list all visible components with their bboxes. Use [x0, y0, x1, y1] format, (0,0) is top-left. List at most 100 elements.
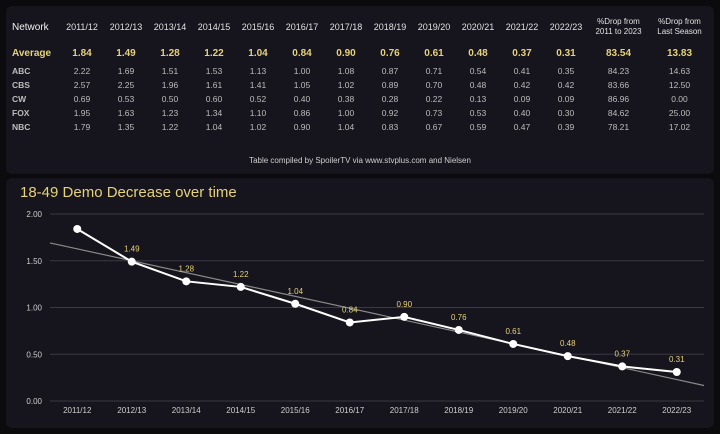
rating-cell: 1.13	[249, 66, 267, 76]
data-point	[454, 325, 463, 334]
data-point	[672, 368, 681, 377]
rating-cell: 1.08	[337, 66, 355, 76]
pct-drop-cell: 83.66	[607, 80, 630, 90]
pct-drop-cell: 13.83	[666, 47, 693, 59]
rating-cell: 0.39	[557, 122, 575, 132]
data-label: 0.84	[342, 305, 358, 314]
data-label: 0.48	[560, 339, 576, 348]
pct-header-line: %Drop from	[597, 17, 640, 26]
rating-cell: 0.22	[425, 94, 443, 104]
data-point	[73, 224, 82, 233]
x-tick-label: 2015/16	[281, 406, 310, 415]
data-point	[618, 362, 627, 371]
rating-cell: 1.79	[73, 122, 91, 132]
season-column-header: 2021/22	[505, 22, 539, 32]
rating-cell: 0.83	[381, 122, 399, 132]
data-point	[563, 352, 572, 361]
chart-panel: 18-49 Demo Decrease over time 0.00 0.50 1.…	[6, 178, 714, 428]
data-label: 0.37	[614, 349, 630, 358]
table-header-row: Network 2011/12 2012/13 2013/14 2014/15 2015…	[10, 12, 710, 42]
data-label: 0.31	[669, 355, 685, 364]
rating-cell: 0.54	[469, 66, 487, 76]
rating-cell: 0.38	[337, 94, 355, 104]
rating-cell: 1.00	[337, 108, 355, 118]
rating-cell: 0.92	[381, 108, 399, 118]
pct-drop-cell: 17.02	[668, 122, 691, 132]
rating-cell: 0.28	[381, 94, 399, 104]
x-tick-label: 2022/23	[662, 406, 691, 415]
x-tick-label: 2014/15	[226, 406, 255, 415]
season-column-header: 2013/14	[153, 22, 187, 32]
network-column-header: Network	[12, 21, 49, 33]
chart-title: 18-49 Demo Decrease over time	[20, 184, 237, 201]
y-tick-label: 2.00	[26, 210, 42, 219]
x-tick-label: 2019/20	[499, 406, 528, 415]
rating-cell: 1.41	[249, 80, 267, 90]
rating-cell: 1.53	[205, 66, 223, 76]
rating-cell: 1.63	[117, 108, 135, 118]
rating-cell: 1.10	[249, 108, 267, 118]
rating-cell: 2.25	[117, 80, 135, 90]
rating-cell: 0.48	[468, 47, 488, 59]
ratings-table: Network 2011/12 2012/13 2013/14 2014/15 2015…	[10, 12, 710, 134]
network-name-cell: Average	[12, 47, 52, 59]
data-label: 1.22	[233, 270, 249, 279]
x-tick-label: 2012/13	[117, 406, 146, 415]
rating-cell: 0.89	[381, 80, 399, 90]
rating-cell: 0.47	[513, 122, 531, 132]
y-tick-label: 1.00	[26, 304, 42, 313]
rating-cell: 0.41	[513, 66, 531, 76]
y-tick-label: 0.00	[26, 397, 42, 406]
pct-drop-2011-2023-header: %Drop from 2011 to 2023	[588, 12, 649, 42]
data-label: 0.76	[451, 313, 467, 322]
rating-cell: 1.00	[293, 66, 311, 76]
x-tick-label: 2020/21	[553, 406, 582, 415]
season-column-header: 2020/21	[461, 22, 495, 32]
pct-header-line: Last Season	[657, 27, 702, 36]
rating-cell: 1.96	[161, 80, 179, 90]
rating-cell: 1.34	[205, 108, 223, 118]
data-point	[182, 277, 191, 286]
pct-drop-cell: 0.00	[671, 94, 688, 104]
rating-cell: 1.49	[116, 47, 136, 59]
table-credit: Table compiled by SpoilerTV via www.stvp…	[249, 156, 471, 165]
pct-header-line: 2011 to 2023	[595, 27, 642, 36]
rating-cell: 0.37	[512, 47, 532, 59]
data-label: 1.04	[287, 287, 303, 296]
rating-cell: 2.22	[73, 66, 91, 76]
table-row: ABC 2.22 1.69 1.51 1.53 1.13 1.00 1.08 0.87 0.71 0…	[10, 64, 710, 78]
rating-cell: 0.59	[469, 122, 487, 132]
rating-cell: 0.73	[425, 108, 443, 118]
rating-cell: 0.60	[205, 94, 223, 104]
table-row: CW 0.69 0.53 0.50 0.60 0.52 0.40 0.38 0.28 0.22 0.…	[10, 92, 710, 106]
network-name-cell: CW	[12, 94, 27, 104]
rating-cell: 1.02	[249, 122, 267, 132]
season-column-header: 2016/17	[285, 22, 319, 32]
ratings-table-panel: Network 2011/12 2012/13 2013/14 2014/15 2015…	[6, 6, 714, 174]
demo-line-chart: 0.00 0.50 1.00 1.50 2.00 2011/12 2012/13 2013/1…	[26, 210, 705, 415]
data-label: 0.61	[505, 327, 521, 336]
rating-cell: 0.90	[293, 122, 311, 132]
rating-cell: 0.42	[557, 80, 575, 90]
pct-header-line: %Drop from	[658, 17, 701, 26]
rating-cell: 1.95	[73, 108, 91, 118]
season-column-header: 2015/16	[241, 22, 275, 32]
rating-cell: 0.40	[293, 94, 311, 104]
season-column-header: 2017/18	[329, 22, 363, 32]
network-name-cell: NBC	[12, 122, 31, 132]
season-column-header: 2019/20	[417, 22, 451, 32]
rating-cell: 0.76	[380, 47, 400, 59]
pct-drop-cell: 84.23	[607, 66, 630, 76]
rating-cell: 0.48	[469, 80, 487, 90]
x-tick-label: 2011/12	[63, 406, 92, 415]
rating-cell: 0.86	[293, 108, 311, 118]
season-column-header: 2022/23	[549, 22, 583, 32]
x-tick-label: 2017/18	[390, 406, 419, 415]
data-label: 0.90	[396, 300, 412, 309]
rating-cell: 0.52	[249, 94, 267, 104]
table-body: Average 1.84 1.49 1.28 1.22 1.04 0.84 0.90 0.76 0…	[10, 42, 710, 134]
x-tick-label: 2018/19	[444, 406, 473, 415]
pct-drop-cell: 25.00	[668, 108, 691, 118]
rating-cell: 0.53	[117, 94, 135, 104]
rating-cell: 1.23	[161, 108, 179, 118]
